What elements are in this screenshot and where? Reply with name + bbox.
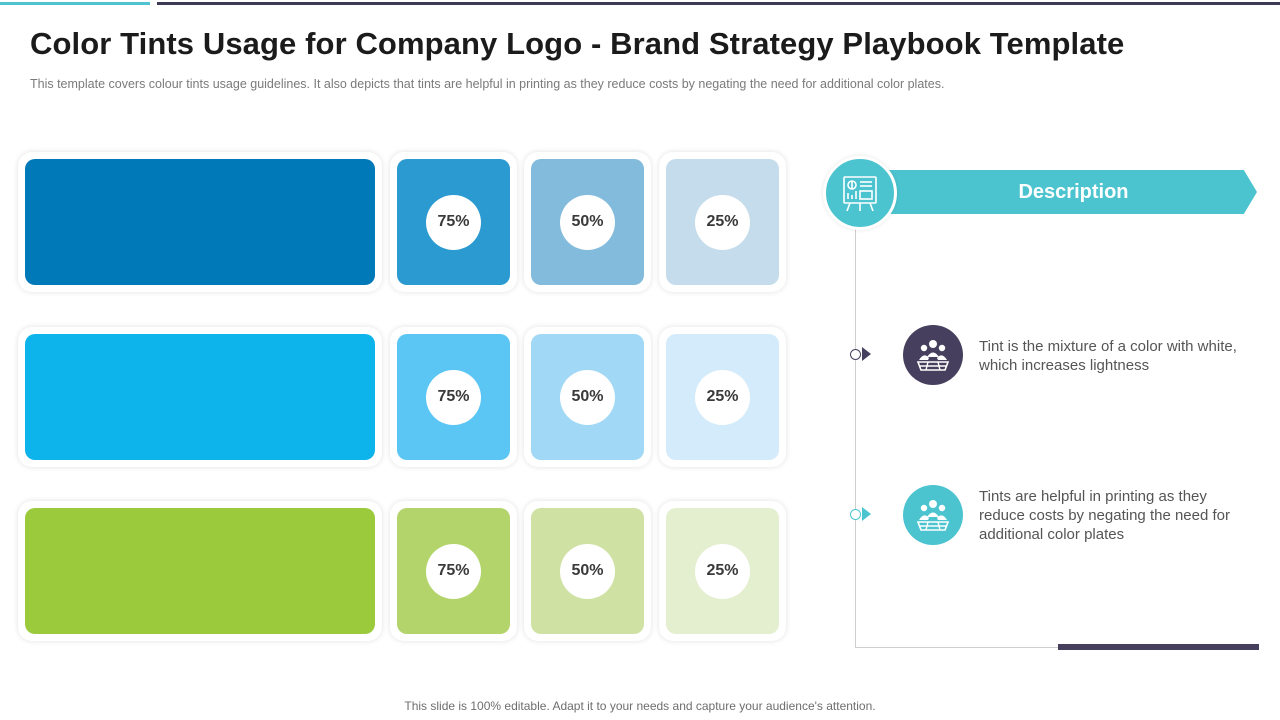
- description-item-text: Tint is the mixture of a color with whit…: [979, 338, 1237, 374]
- top-divider-bar: [157, 2, 1280, 5]
- base-color-fill: [25, 334, 375, 460]
- tint-swatch-25: 25%: [659, 327, 786, 467]
- tint-swatch-25: 25%: [659, 152, 786, 292]
- team-meeting-icon: [903, 325, 963, 385]
- timeline-marker-dot: [850, 349, 861, 360]
- tint-percent-label: 50%: [560, 543, 615, 599]
- tint-percent-label: 25%: [695, 543, 750, 599]
- tint-swatch-75: 75%: [390, 327, 517, 467]
- timeline-marker-arrow: [862, 347, 871, 361]
- tint-percent-label: 75%: [426, 369, 481, 425]
- presentation-board-icon: [823, 156, 897, 230]
- tint-swatch-75: 75%: [390, 152, 517, 292]
- description-header-label: Description: [1018, 180, 1129, 203]
- tint-percent-label: 50%: [560, 194, 615, 250]
- team-meeting-icon: [903, 485, 963, 545]
- description-timeline-line: [855, 228, 856, 648]
- description-header: Description: [880, 170, 1257, 214]
- base-color-swatch: [18, 501, 382, 641]
- tint-swatch-50: 50%: [524, 327, 651, 467]
- tint-percent-label: 25%: [695, 194, 750, 250]
- tint-swatch-25: 25%: [659, 501, 786, 641]
- description-item-text: Tints are helpful in printing as they re…: [979, 488, 1231, 543]
- page-title: Color Tints Usage for Company Logo - Bra…: [30, 26, 1125, 61]
- tint-swatch-75: 75%: [390, 501, 517, 641]
- base-color-swatch: [18, 152, 382, 292]
- tint-percent-label: 50%: [560, 369, 615, 425]
- base-color-fill: [25, 508, 375, 634]
- base-color-fill: [25, 159, 375, 285]
- description-bottom-bar: [1058, 644, 1259, 650]
- tint-percent-label: 75%: [426, 194, 481, 250]
- page-subtitle: This template covers colour tints usage …: [30, 77, 945, 91]
- description-bottom-line: [855, 647, 1060, 648]
- tint-percent-label: 75%: [426, 543, 481, 599]
- base-color-swatch: [18, 327, 382, 467]
- tint-percent-label: 25%: [695, 369, 750, 425]
- timeline-marker-dot: [850, 509, 861, 520]
- tint-swatch-50: 50%: [524, 501, 651, 641]
- top-accent-bar: [0, 2, 150, 5]
- timeline-marker-arrow: [862, 507, 871, 521]
- tint-swatch-50: 50%: [524, 152, 651, 292]
- footer-note: This slide is 100% editable. Adapt it to…: [404, 699, 876, 713]
